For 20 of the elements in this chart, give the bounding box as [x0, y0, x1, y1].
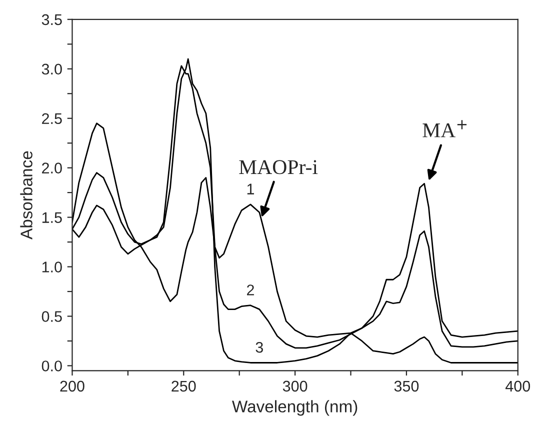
- y-axis-title: Absorbance: [20, 151, 32, 240]
- x-tick-label: 400: [505, 380, 530, 392]
- x-tick-label: 200: [60, 380, 84, 392]
- y-tick-label: 1.0: [42, 262, 62, 272]
- y-tick-label: 3.0: [42, 64, 62, 75]
- annotation: 1: [247, 184, 254, 194]
- x-tick-label: 300: [282, 380, 308, 392]
- annotation: 3: [256, 342, 263, 353]
- annotation: MAOPr-i: [239, 160, 318, 174]
- y-tick-label: 1.5: [42, 212, 62, 223]
- x-tick-label: 350: [394, 380, 419, 392]
- x-tick-label: 250: [172, 380, 196, 392]
- y-tick-label: 0.5: [42, 311, 62, 322]
- y-tick-label: 0.0: [42, 360, 62, 372]
- x-axis-title: Wavelength (nm): [232, 400, 358, 416]
- y-tick-label: 2.0: [42, 162, 62, 174]
- annotation: MA$^{+}$: [422, 120, 467, 138]
- y-tick-label: 3.5: [42, 14, 62, 26]
- annotation: 2: [247, 284, 254, 296]
- y-tick-label: 2.5: [42, 113, 62, 124]
